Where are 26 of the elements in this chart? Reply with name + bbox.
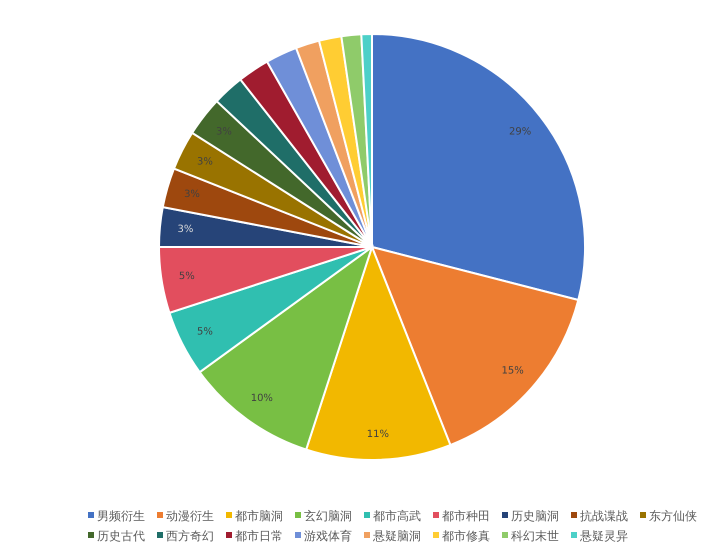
legend-label: 都市日常 — [235, 529, 283, 543]
data-label: 10% — [250, 393, 273, 404]
data-label: 15% — [501, 365, 524, 376]
legend-label: 玄幻脑洞 — [304, 509, 352, 523]
legend-label: 都市高武 — [373, 509, 421, 523]
legend-label: 科幻末世 — [511, 529, 559, 543]
data-label: 3% — [197, 156, 213, 168]
legend-label: 抗战谍战 — [580, 509, 628, 523]
legend-label: 都市修真 — [442, 529, 490, 543]
data-label: 3% — [177, 224, 194, 235]
data-label: 11% — [366, 428, 390, 440]
legend-label: 悬疑灵异 — [579, 529, 628, 543]
legend-label: 游戏体育 — [304, 529, 352, 543]
data-label: 5% — [178, 270, 195, 282]
data-label: 29% — [508, 126, 532, 138]
legend-label: 都市种田 — [442, 509, 490, 523]
data-label: 5% — [197, 326, 213, 338]
data-label: 3% — [184, 189, 200, 200]
legend-label: 历史古代 — [97, 529, 145, 543]
legend-label: 动漫衍生 — [166, 509, 214, 523]
legend-label: 男频衍生 — [97, 509, 145, 523]
legend-label: 历史脑洞 — [511, 509, 559, 523]
legend-label: 西方奇幻 — [166, 529, 214, 543]
legend-label: 东方仙侠 — [649, 509, 697, 523]
legend-label: 悬疑脑洞 — [372, 529, 421, 543]
legend-label: 都市脑洞 — [235, 509, 283, 523]
